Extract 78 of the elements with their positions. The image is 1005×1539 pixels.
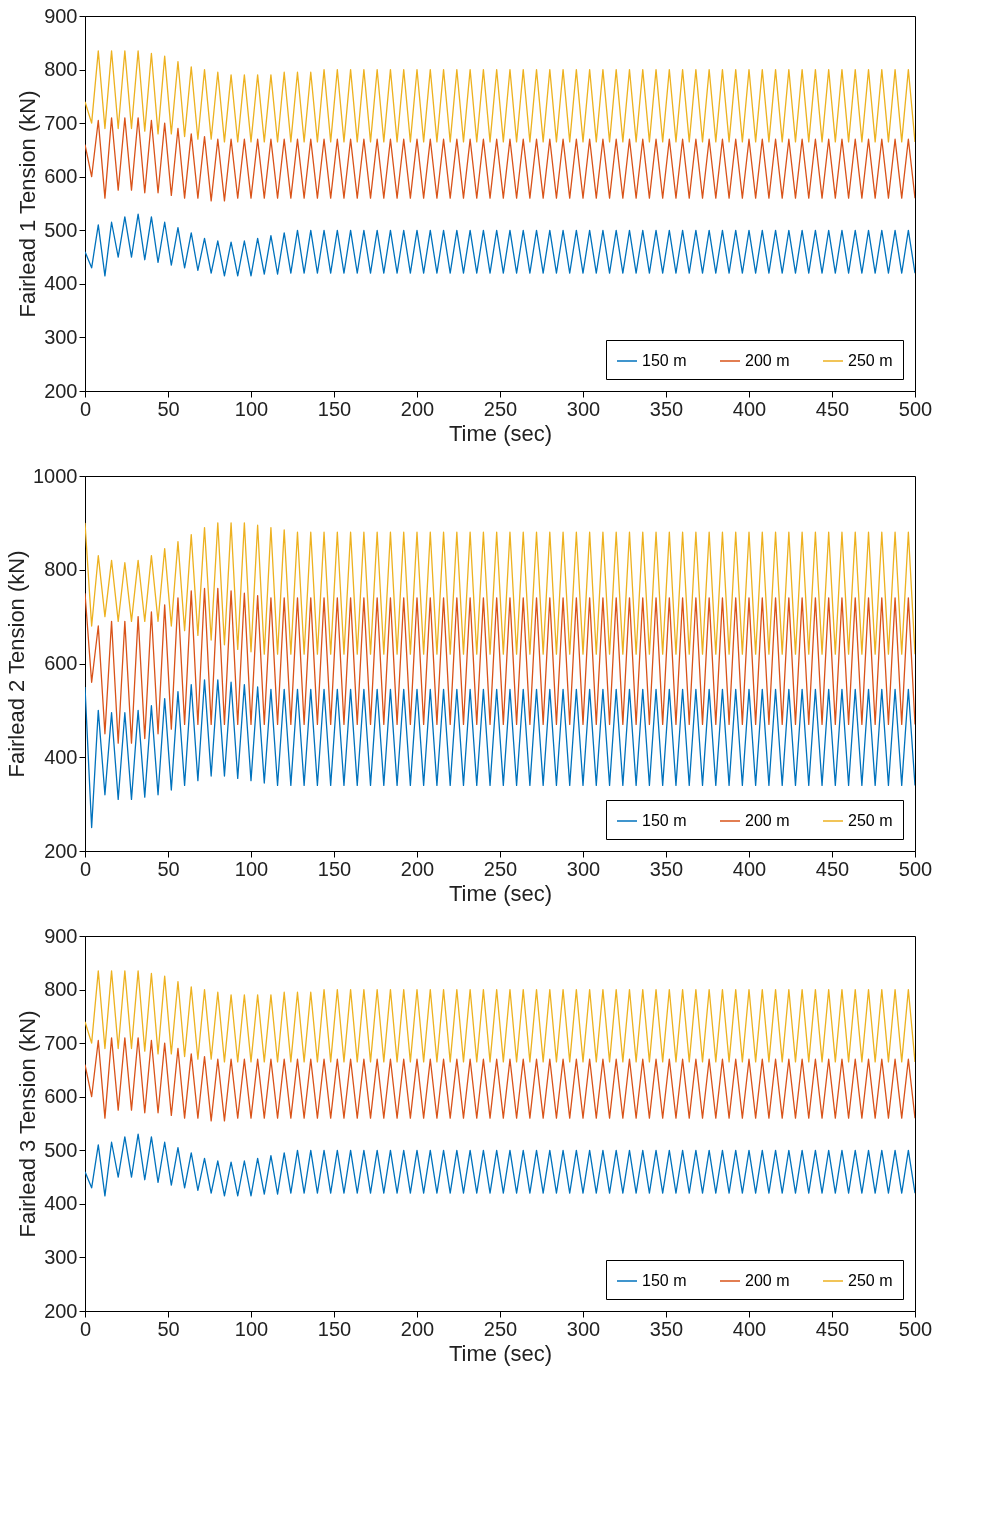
legend-label: 250 m [848, 812, 893, 829]
line-series [85, 587, 915, 744]
y-tick-label: 700 [44, 1031, 78, 1054]
x-tick-label: 350 [649, 1317, 684, 1340]
y-tick-label: 300 [44, 1245, 78, 1268]
x-tick-label: 450 [815, 857, 850, 880]
line-series [85, 970, 915, 1063]
y-tick-label: 1000 [33, 464, 78, 487]
legend-label: 250 m [848, 1272, 893, 1289]
y-axis-title: Fairlead 1 Tension (kN) [15, 90, 41, 318]
x-tick-label: 50 [157, 1317, 180, 1340]
x-axis-title: Time (sec) [448, 880, 553, 906]
x-tick-label: 200 [400, 857, 435, 880]
x-tick-label: 0 [79, 397, 92, 420]
x-tick-label: 250 [483, 397, 518, 420]
x-tick-label: 100 [234, 1317, 269, 1340]
line-series [85, 50, 915, 143]
legend-label: 250 m [848, 352, 893, 369]
x-tick-label: 400 [732, 1317, 767, 1340]
x-tick-label: 250 [483, 1317, 518, 1340]
y-tick-label: 300 [44, 325, 78, 348]
x-tick-label: 450 [815, 397, 850, 420]
x-tick-label: 250 [483, 857, 518, 880]
line-series [85, 1133, 915, 1197]
y-tick-label: 200 [44, 379, 78, 402]
line-series [85, 679, 915, 829]
x-tick-label: 0 [79, 857, 92, 880]
legend-label: 200 m [745, 352, 790, 369]
legend-label: 200 m [745, 812, 790, 829]
x-tick-label: 0 [79, 1317, 92, 1340]
y-tick-label: 400 [44, 272, 78, 295]
y-tick-label: 600 [44, 652, 78, 674]
x-tick-label: 150 [317, 1317, 352, 1340]
x-tick-label: 200 [400, 397, 435, 420]
x-tick-label: 50 [157, 857, 180, 880]
y-tick-label: 900 [44, 4, 78, 27]
y-tick-label: 600 [44, 165, 78, 188]
legend-label: 150 m [642, 1272, 687, 1289]
x-tick-label: 500 [898, 857, 933, 880]
y-tick-label: 500 [44, 218, 78, 241]
x-axis-title: Time (sec) [448, 1340, 553, 1366]
y-tick-label: 800 [44, 58, 78, 81]
x-tick-label: 500 [898, 1317, 933, 1340]
y-tick-label: 800 [44, 978, 78, 1001]
x-tick-label: 500 [898, 397, 933, 420]
line-series [85, 1037, 915, 1122]
y-tick-label: 900 [44, 924, 78, 947]
y-tick-label: 500 [44, 1138, 78, 1161]
x-tick-label: 50 [157, 397, 180, 420]
y-axis-title: Fairlead 3 Tension (kN) [15, 1010, 41, 1238]
x-axis-title: Time (sec) [448, 420, 553, 446]
x-tick-label: 150 [317, 857, 352, 880]
line-series [85, 213, 915, 277]
legend-label: 150 m [642, 812, 687, 829]
line-series [85, 522, 915, 655]
y-tick-label: 700 [44, 111, 78, 134]
x-tick-label: 400 [732, 857, 767, 880]
y-tick-label: 800 [44, 558, 78, 581]
y-tick-label: 600 [44, 1085, 78, 1108]
x-tick-label: 400 [732, 397, 767, 420]
x-tick-label: 350 [649, 397, 684, 420]
y-axis-title: Fairlead 2 Tension (kN) [4, 550, 30, 778]
x-tick-label: 300 [566, 857, 601, 880]
x-tick-label: 200 [400, 1317, 435, 1340]
x-tick-label: 150 [317, 397, 352, 420]
x-tick-label: 100 [234, 857, 269, 880]
x-tick-label: 350 [649, 857, 684, 880]
legend-label: 150 m [642, 352, 687, 369]
line-series [85, 117, 915, 202]
y-tick-label: 200 [44, 839, 78, 862]
y-tick-label: 400 [44, 745, 78, 768]
x-tick-label: 300 [566, 1317, 601, 1340]
x-tick-label: 450 [815, 1317, 850, 1340]
x-tick-label: 300 [566, 397, 601, 420]
legend-label: 200 m [745, 1272, 790, 1289]
y-tick-label: 200 [44, 1299, 78, 1322]
y-tick-label: 400 [44, 1192, 78, 1215]
x-tick-label: 100 [234, 397, 269, 420]
